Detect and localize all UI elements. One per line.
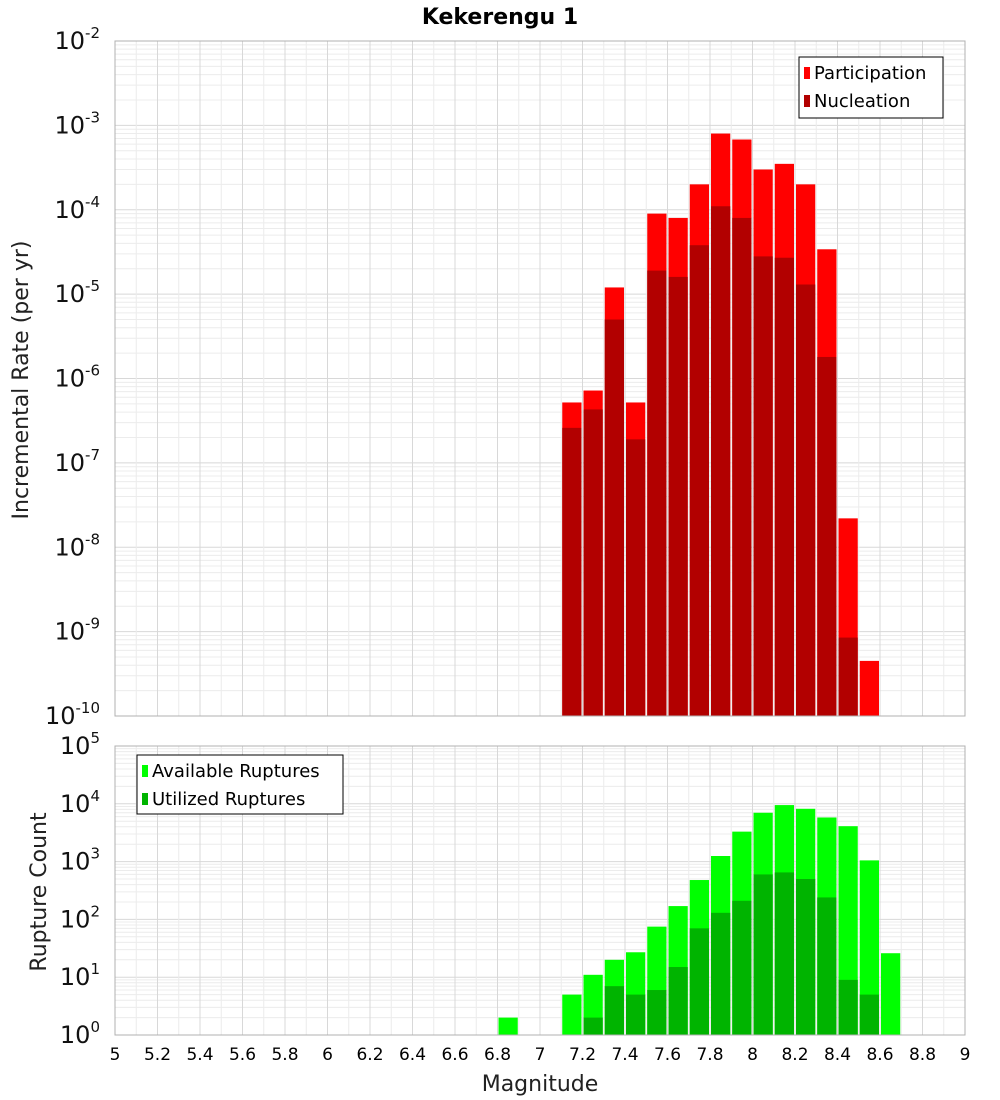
legend-box <box>798 56 944 119</box>
legend-swatch <box>804 95 810 107</box>
panel-1: 100 101 102 103 104 105 5 5.2 5.4 5.6 5.8 6 6.2 6.4 6.… <box>60 729 971 1065</box>
bar <box>753 874 773 1035</box>
legend-label: Available Ruptures <box>152 761 320 782</box>
bar <box>859 660 879 716</box>
x-axis-label: Magnitude <box>482 1072 599 1097</box>
legend-label: Utilized Ruptures <box>152 789 305 810</box>
bar <box>774 872 794 1035</box>
y-tick-label: 10-9 <box>54 615 100 646</box>
legend: Available Ruptures Utilized Ruptures <box>136 754 344 815</box>
y-tick-label: 101 <box>60 960 100 991</box>
y-tick-label: 10-10 <box>45 699 100 730</box>
legend-swatch <box>142 793 148 805</box>
bar <box>562 994 582 1035</box>
legend-label: Nucleation <box>814 91 910 112</box>
bar <box>817 356 837 716</box>
legend-label: Participation <box>814 63 926 84</box>
bar <box>647 270 667 716</box>
x-tick-label: 6.2 <box>356 1045 383 1065</box>
bar <box>774 257 794 716</box>
plot-frame <box>114 40 966 717</box>
x-tick-label: 6.4 <box>399 1045 426 1065</box>
x-tick-label: 8.4 <box>824 1045 851 1065</box>
x-tick-label: 8.6 <box>866 1045 893 1065</box>
x-tick-label: 6.8 <box>484 1045 511 1065</box>
x-tick-label: 5.8 <box>271 1045 298 1065</box>
x-tick-label: 7.6 <box>654 1045 681 1065</box>
bar <box>626 994 646 1035</box>
y-tick-label: 10-8 <box>54 530 100 561</box>
x-tick-label: 9 <box>960 1045 971 1065</box>
legend: Participation Nucleation <box>798 56 944 119</box>
x-tick-label: 5 <box>110 1045 121 1065</box>
panel-0: 10-10 10-9 10-8 10-7 10-6 10-5 10-4 10-3 10-2 Par… <box>45 24 966 730</box>
y-tick-label: 10-5 <box>54 277 100 308</box>
series-1 <box>583 872 879 1035</box>
x-tick-label: 5.4 <box>186 1045 213 1065</box>
x-tick-label: 8.8 <box>909 1045 936 1065</box>
y-tick-label: 10-6 <box>54 362 100 393</box>
bar <box>859 860 879 1035</box>
x-tick-label: 5.2 <box>144 1045 171 1065</box>
bar <box>817 897 837 1035</box>
y-tick-label: 102 <box>60 902 100 933</box>
x-tick-label: 7.4 <box>611 1045 638 1065</box>
legend-box <box>136 754 344 815</box>
x-tick-label: 6.6 <box>441 1045 468 1065</box>
bar <box>711 912 731 1035</box>
bar <box>583 409 603 716</box>
bar <box>604 986 624 1035</box>
y-tick-label: 100 <box>60 1018 100 1049</box>
x-tick-label: 6 <box>322 1045 333 1065</box>
x-tick-label: 8 <box>747 1045 758 1065</box>
bar <box>562 427 582 716</box>
bar <box>732 900 752 1035</box>
bar <box>689 928 709 1035</box>
chart-title: Kekerengu 1 <box>422 5 578 30</box>
bar <box>668 276 688 716</box>
bottom-y-axis-label: Rupture Count <box>27 812 52 972</box>
bar <box>498 1017 518 1035</box>
y-tick-label: 10-4 <box>54 193 100 224</box>
x-tick-label: 8.2 <box>781 1045 808 1065</box>
bar <box>881 953 901 1035</box>
y-tick-label: 103 <box>60 845 100 876</box>
bar <box>626 439 646 716</box>
legend-swatch <box>804 67 810 79</box>
bar <box>732 217 752 716</box>
x-tick-label: 7.8 <box>696 1045 723 1065</box>
y-tick-label: 10-2 <box>54 24 100 55</box>
bar <box>859 994 879 1035</box>
legend-swatch <box>142 765 148 777</box>
y-tick-label: 104 <box>60 787 100 818</box>
bar <box>753 256 773 716</box>
bar <box>796 284 816 716</box>
y-tick-label: 10-7 <box>54 446 100 477</box>
bar <box>838 979 858 1035</box>
bar <box>689 245 709 717</box>
bar <box>711 206 731 716</box>
x-tick-label: 7.2 <box>569 1045 596 1065</box>
bar <box>604 319 624 716</box>
bar <box>796 878 816 1035</box>
plot-frame <box>114 745 966 1036</box>
series-1 <box>562 206 858 717</box>
y-tick-label: 10-3 <box>54 108 100 139</box>
bar <box>668 967 688 1035</box>
bar <box>647 990 667 1035</box>
bar <box>583 1017 603 1035</box>
bar <box>838 637 858 716</box>
top-y-axis-label: Incremental Rate (per yr) <box>9 241 34 520</box>
y-tick-label: 105 <box>60 729 100 760</box>
x-tick-label: 5.6 <box>229 1045 256 1065</box>
x-tick-label: 7 <box>535 1045 546 1065</box>
